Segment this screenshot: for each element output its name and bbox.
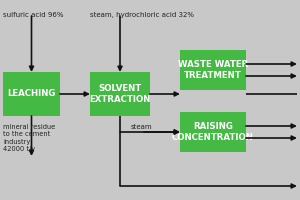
Text: RAISING
CONCENTRATION: RAISING CONCENTRATION	[172, 122, 254, 142]
Text: mineral residue
to the cement
industry
42000 t/y: mineral residue to the cement industry 4…	[3, 124, 55, 152]
Text: sulfuric acid 96%: sulfuric acid 96%	[3, 12, 64, 18]
Text: WASTE WATER
TREATMENT: WASTE WATER TREATMENT	[178, 60, 248, 80]
Bar	[180, 112, 246, 152]
Text: LEACHING: LEACHING	[7, 90, 56, 98]
Text: SOLVENT
EXTRACTION: SOLVENT EXTRACTION	[89, 84, 151, 104]
Bar	[180, 50, 246, 90]
Bar	[3, 72, 60, 116]
Bar	[90, 72, 150, 116]
Text: steam, hydrochloric acid 32%: steam, hydrochloric acid 32%	[90, 12, 194, 18]
Text: steam: steam	[130, 124, 152, 130]
